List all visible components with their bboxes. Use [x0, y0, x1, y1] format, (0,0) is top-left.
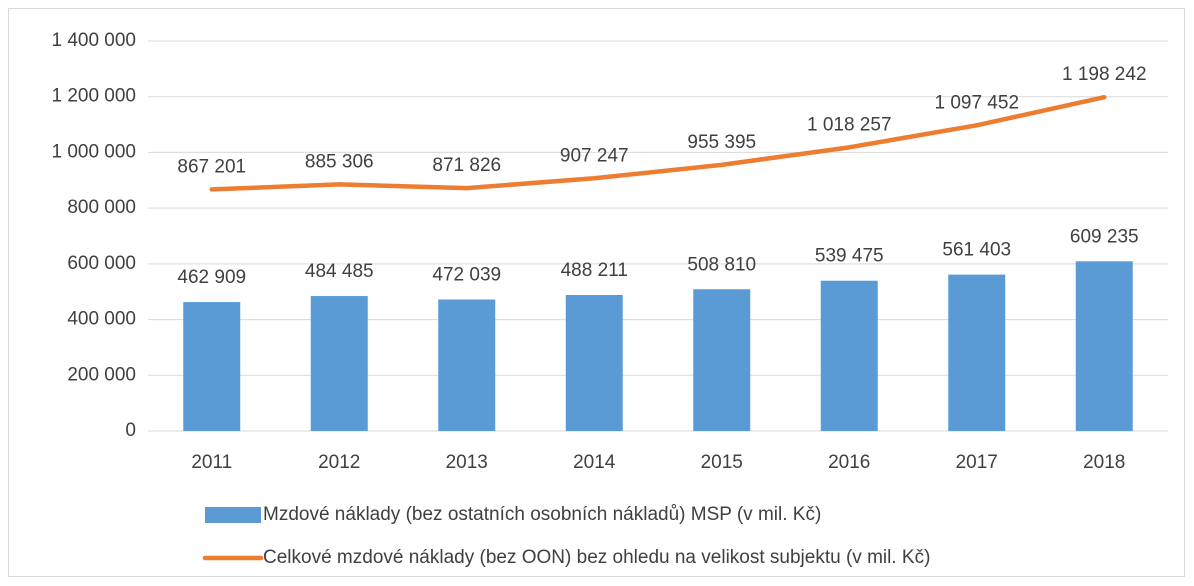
x-tick-label: 2018 — [1083, 452, 1125, 473]
data-label: 462 909 — [177, 267, 246, 288]
y-tick-label: 400 000 — [67, 309, 136, 330]
data-label: 484 485 — [305, 261, 374, 282]
data-label: 885 306 — [305, 151, 374, 172]
bar — [310, 296, 368, 431]
bar — [948, 274, 1006, 431]
x-tick-label: 2014 — [573, 452, 616, 473]
data-label: 472 039 — [432, 265, 501, 286]
data-label: 1 097 452 — [934, 92, 1019, 113]
x-tick-label: 2016 — [828, 452, 870, 473]
x-tick-label: 2012 — [318, 452, 360, 473]
y-tick-label: 1 000 000 — [51, 141, 136, 162]
x-tick-label: 2017 — [956, 452, 998, 473]
data-label: 907 247 — [560, 145, 629, 166]
y-tick-label: 0 — [125, 420, 136, 441]
bar — [183, 302, 241, 431]
data-label: 1 018 257 — [807, 114, 892, 135]
legend-label: Mzdové náklady (bez ostatních osobních n… — [263, 504, 821, 525]
data-label: 955 395 — [687, 132, 756, 153]
data-label: 867 201 — [177, 156, 246, 177]
y-tick-label: 800 000 — [67, 197, 136, 218]
data-label: 508 810 — [687, 254, 756, 275]
x-tick-label: 2015 — [701, 452, 743, 473]
legend-label: Celkové mzdové náklady (bez OON) bez ohl… — [263, 547, 930, 568]
bar — [438, 299, 496, 431]
bar — [693, 289, 751, 431]
bar — [820, 280, 878, 431]
line — [209, 94, 1107, 192]
data-label: 539 475 — [815, 246, 884, 267]
x-tick-label: 2011 — [191, 452, 232, 473]
data-label: 561 403 — [942, 240, 1011, 261]
bar — [565, 294, 623, 431]
y-tick-label: 200 000 — [67, 364, 136, 385]
y-tick-label: 1 200 000 — [51, 86, 136, 107]
legend-swatch — [205, 507, 261, 523]
y-tick-label: 600 000 — [67, 253, 136, 274]
data-label: 871 826 — [432, 155, 501, 176]
bar — [1075, 261, 1133, 431]
data-label: 488 211 — [561, 260, 628, 281]
data-label: 1 198 242 — [1062, 64, 1147, 85]
x-tick-label: 2013 — [446, 452, 488, 473]
data-label: 609 235 — [1070, 226, 1139, 247]
y-tick-label: 1 400 000 — [51, 30, 136, 51]
